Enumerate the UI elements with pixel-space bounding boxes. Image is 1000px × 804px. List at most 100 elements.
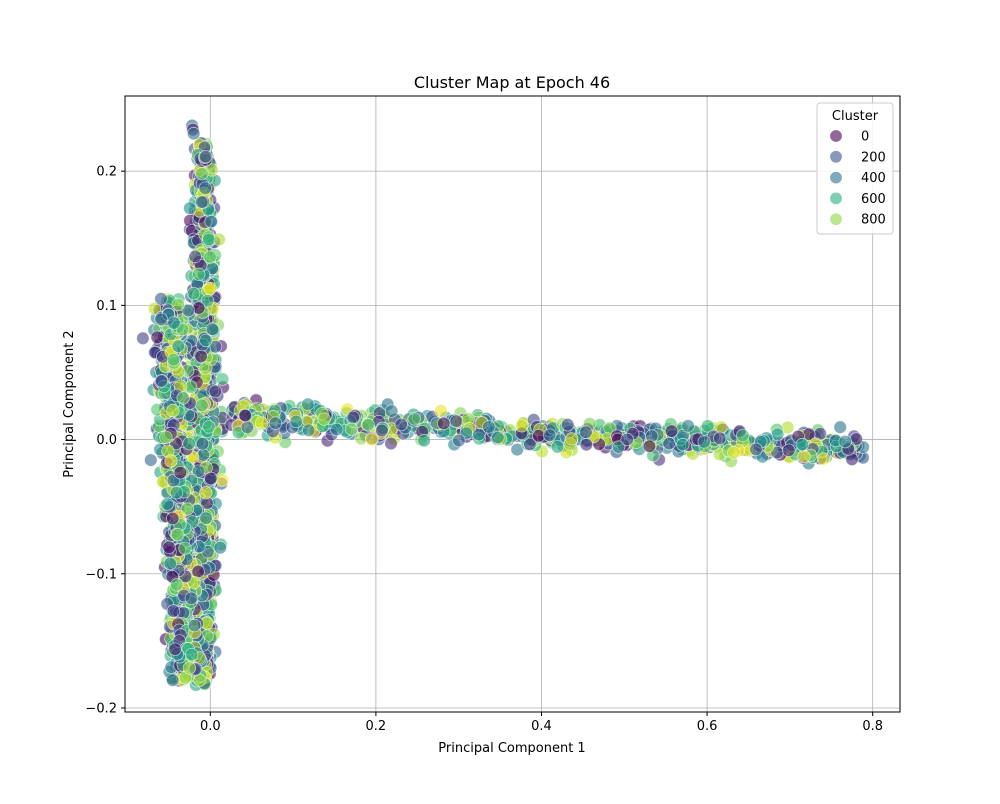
legend-marker <box>829 129 843 143</box>
data-point <box>203 250 217 264</box>
x-tick-label: 0.8 <box>862 719 883 734</box>
data-point <box>736 428 750 443</box>
data-point <box>611 440 626 454</box>
data-point <box>178 541 192 556</box>
data-point <box>681 419 695 433</box>
data-point <box>195 437 210 451</box>
data-point <box>795 437 810 452</box>
data-point <box>170 528 185 542</box>
data-point <box>375 423 389 438</box>
data-points <box>136 118 870 692</box>
data-point <box>344 422 359 436</box>
legend-title: Cluster <box>832 109 879 124</box>
data-point <box>199 486 213 500</box>
legend-label: 0 <box>861 130 869 145</box>
data-point <box>204 214 218 229</box>
data-point <box>169 486 184 500</box>
data-point <box>565 432 579 446</box>
data-point <box>301 397 315 412</box>
legend-label: 800 <box>861 213 886 228</box>
data-point <box>213 541 228 555</box>
data-point <box>200 294 215 308</box>
data-point <box>579 437 594 452</box>
data-point <box>187 618 202 633</box>
data-point <box>166 604 181 618</box>
data-point <box>195 195 209 209</box>
y-tick-label: −0.2 <box>85 701 117 716</box>
data-point <box>417 433 431 448</box>
data-point <box>449 414 464 428</box>
legend-label: 400 <box>861 171 886 186</box>
x-axis: 0.0 0.2 0.4 0.6 0.8 <box>200 712 883 734</box>
legend-marker <box>829 170 843 185</box>
data-point <box>167 316 181 330</box>
data-point <box>268 416 283 430</box>
data-point <box>384 404 399 418</box>
data-point <box>770 427 785 442</box>
data-point <box>186 126 201 141</box>
x-axis-label: Principal Component 1 <box>438 741 585 756</box>
data-point <box>664 424 679 438</box>
data-point <box>196 448 211 462</box>
data-point <box>171 297 185 312</box>
data-point <box>816 452 831 466</box>
y-axis: −0.2 −0.1 0.0 0.1 0.2 <box>85 165 125 716</box>
data-point <box>452 433 466 448</box>
data-point <box>182 436 196 451</box>
x-tick-label: 0.6 <box>697 719 718 734</box>
data-point <box>195 166 209 181</box>
data-point <box>181 303 196 318</box>
data-point <box>182 661 197 675</box>
data-point <box>208 384 223 399</box>
data-point <box>727 446 741 460</box>
data-point <box>361 418 375 432</box>
data-point <box>394 417 408 432</box>
data-point <box>199 511 213 525</box>
data-point <box>550 440 565 454</box>
data-point <box>183 201 197 216</box>
legend-label: 600 <box>861 192 886 207</box>
data-point <box>407 412 421 426</box>
data-point <box>194 349 208 364</box>
legend-items: 0 200 400 600 800 <box>829 129 886 228</box>
data-point <box>437 416 451 431</box>
data-point <box>159 430 173 445</box>
data-point <box>472 427 486 442</box>
data-point <box>184 648 199 662</box>
data-point <box>144 453 158 467</box>
x-tick-label: 0.0 <box>200 719 221 734</box>
data-point <box>797 449 811 464</box>
legend-marker <box>829 191 843 206</box>
data-point <box>510 442 524 457</box>
data-point <box>176 391 190 405</box>
data-point <box>136 331 150 346</box>
data-point <box>147 301 162 316</box>
data-point <box>203 281 217 296</box>
data-point <box>482 420 496 434</box>
data-point <box>186 286 201 301</box>
data-point <box>205 322 220 336</box>
data-point <box>523 437 537 452</box>
data-point <box>579 425 593 439</box>
data-point <box>561 418 575 432</box>
data-point <box>198 181 213 195</box>
data-point <box>254 416 269 430</box>
data-point <box>202 420 216 434</box>
data-point <box>199 333 213 348</box>
data-point <box>365 432 379 447</box>
data-point <box>163 556 178 571</box>
data-point <box>676 437 690 452</box>
data-point <box>192 267 206 282</box>
data-point <box>215 372 230 386</box>
x-tick-label: 0.2 <box>366 719 387 734</box>
data-point <box>170 578 184 592</box>
data-point <box>749 442 763 457</box>
plot-frame <box>124 95 901 713</box>
data-point <box>198 149 213 164</box>
data-point <box>330 422 344 437</box>
data-point <box>150 330 164 345</box>
data-point <box>173 465 188 480</box>
legend: Cluster 0 200 400 600 800 <box>816 102 894 235</box>
